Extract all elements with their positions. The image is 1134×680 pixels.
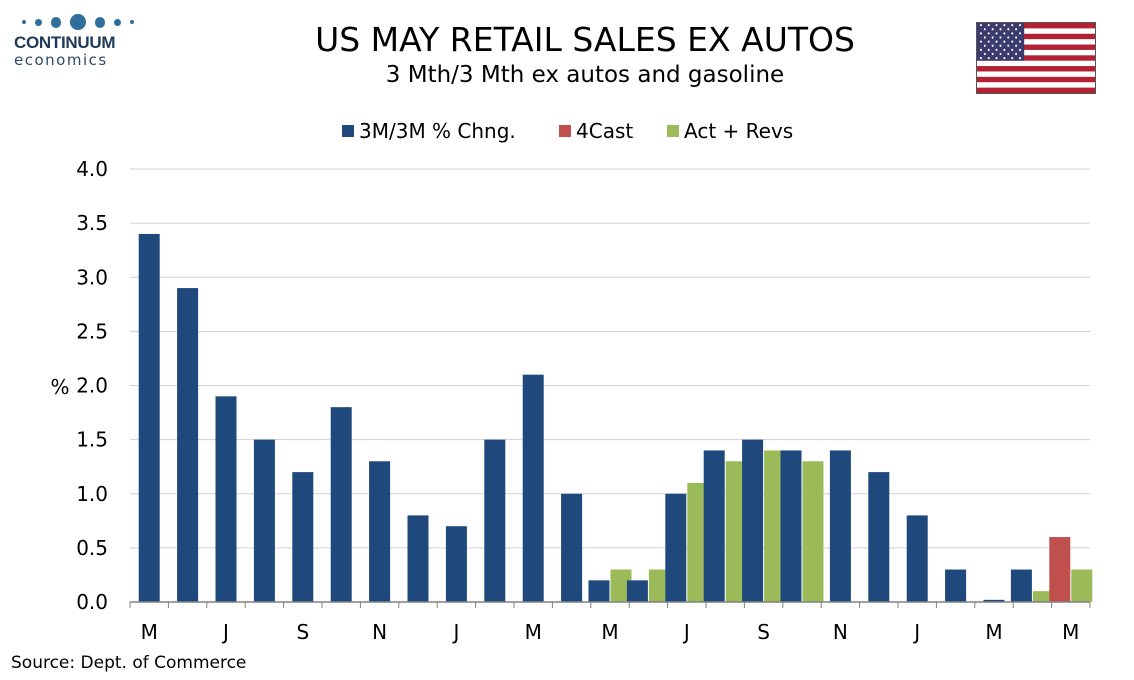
bar-act-revs bbox=[610, 569, 632, 602]
bar-3m3m bbox=[369, 461, 391, 602]
bar-act-revs bbox=[764, 450, 786, 602]
bar-act-revs bbox=[1032, 591, 1054, 602]
chart-legend: 3M/3M % Chng. 4Cast Act + Revs bbox=[342, 119, 793, 143]
source-note: Source: Dept. of Commerce bbox=[11, 653, 247, 673]
gridlines bbox=[130, 168, 1090, 549]
legend-label: Act + Revs bbox=[684, 119, 793, 143]
bar-3m3m bbox=[407, 515, 429, 602]
bar-act-revs bbox=[1071, 569, 1093, 602]
chart-title: US MAY RETAIL SALES EX AUTOS bbox=[315, 20, 855, 59]
bar-3m3m bbox=[665, 493, 687, 602]
x-axis bbox=[129, 601, 1091, 608]
bar-3m3m bbox=[215, 396, 237, 602]
y-tick-label: 4.0 bbox=[76, 157, 108, 181]
bar-3m3m bbox=[445, 526, 467, 602]
bar-3m3m bbox=[138, 233, 160, 602]
x-tick-label: J bbox=[682, 620, 690, 644]
y-axis-ticks: 0.0 0.5 1.0 1.5 2.0 2.5 3.0 3.5 4.0 bbox=[76, 157, 108, 614]
x-tick-label: J bbox=[221, 620, 229, 644]
bars bbox=[138, 233, 1093, 602]
logo-name: CONTINUUM bbox=[14, 33, 116, 52]
bar-3m3m bbox=[330, 407, 352, 602]
legend-swatch bbox=[559, 125, 571, 137]
bar-3m3m bbox=[742, 439, 764, 602]
x-tick-label: S bbox=[757, 620, 770, 644]
bar-3m3m bbox=[177, 288, 199, 602]
bar-3m3m bbox=[703, 450, 725, 602]
bar-3m3m bbox=[906, 515, 928, 602]
legend-swatch bbox=[342, 125, 354, 137]
legend-swatch bbox=[667, 125, 679, 137]
bar-3m3m bbox=[292, 472, 314, 602]
y-tick-label: 0.5 bbox=[76, 536, 108, 560]
x-tick-label: J bbox=[912, 620, 920, 644]
continuum-economics-logo: CONTINUUM economics bbox=[14, 14, 134, 76]
bar-3m3m bbox=[626, 580, 648, 602]
x-tick-label: N bbox=[372, 620, 387, 644]
bar-3m3m bbox=[983, 599, 1005, 602]
x-tick-label: M bbox=[141, 620, 158, 644]
y-tick-label: 2.0 bbox=[76, 374, 108, 398]
bar-3m3m bbox=[829, 450, 851, 602]
legend-label: 4Cast bbox=[576, 119, 633, 143]
bar-3m3m bbox=[253, 439, 275, 602]
y-tick-label: 1.0 bbox=[76, 482, 108, 506]
bar-act-revs bbox=[802, 461, 824, 602]
bar-3m3m bbox=[1010, 569, 1032, 602]
bar-3m3m bbox=[588, 580, 610, 602]
bar-4cast bbox=[1049, 537, 1071, 602]
y-tick-label: 1.5 bbox=[76, 428, 108, 452]
bar-3m3m bbox=[868, 472, 890, 602]
y-axis-label: % bbox=[50, 375, 69, 399]
x-tick-label: M bbox=[601, 620, 618, 644]
x-tick-label: S bbox=[296, 620, 309, 644]
bar-3m3m bbox=[945, 569, 967, 602]
x-tick-label: N bbox=[833, 620, 848, 644]
y-tick-label: 3.5 bbox=[76, 211, 108, 235]
bar-act-revs bbox=[725, 461, 747, 602]
logo-sub: economics bbox=[14, 51, 108, 69]
bar-3m3m bbox=[780, 450, 802, 602]
y-tick-label: 3.0 bbox=[76, 265, 108, 289]
bar-3m3m bbox=[522, 374, 544, 602]
y-tick-label: 2.5 bbox=[76, 319, 108, 343]
x-tick-label: M bbox=[985, 620, 1002, 644]
bar-act-revs bbox=[687, 482, 709, 602]
x-tick-label: M bbox=[525, 620, 542, 644]
y-tick-label: 0.0 bbox=[76, 590, 108, 614]
logo-dots-icon bbox=[14, 14, 134, 30]
x-tick-label: M bbox=[1062, 620, 1079, 644]
chart-subtitle: 3 Mth/3 Mth ex autos and gasoline bbox=[385, 62, 785, 88]
bar-3m3m bbox=[484, 439, 506, 602]
x-tick-label: J bbox=[451, 620, 459, 644]
bar-3m3m bbox=[561, 493, 583, 602]
us-flag-icon bbox=[976, 22, 1096, 94]
bar-act-revs bbox=[648, 569, 670, 602]
legend-label: 3M/3M % Chng. bbox=[359, 119, 516, 143]
